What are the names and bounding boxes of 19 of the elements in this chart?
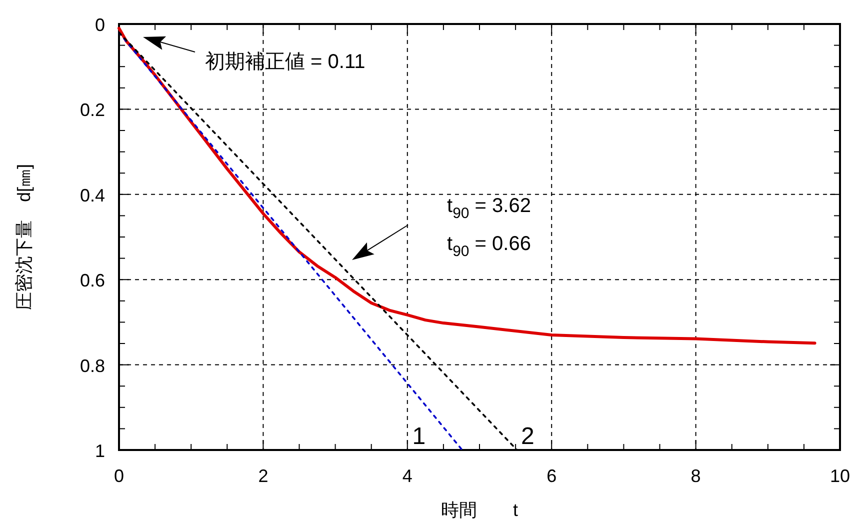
y-tick-label: 0.4 bbox=[80, 185, 105, 206]
x-tick-label: 8 bbox=[690, 466, 701, 486]
x-tick-label: 6 bbox=[546, 466, 557, 486]
annotation: t$_{90}$ = 3.62 bbox=[447, 195, 531, 222]
x-tick-label: 0 bbox=[114, 466, 124, 486]
y-tick-label: 0.8 bbox=[80, 356, 105, 376]
series-label: 1 bbox=[412, 423, 426, 450]
y-axis-title: 圧密沈下量 d[㎜] bbox=[14, 164, 34, 310]
y-tick-label: 0.2 bbox=[80, 100, 105, 120]
y-tick-label: 0 bbox=[94, 15, 105, 35]
y-tick-label: 1 bbox=[94, 441, 105, 461]
annotation: 初期補正値 = 0.11 bbox=[205, 51, 366, 73]
x-axis-title: 時間 t bbox=[440, 500, 518, 520]
x-tick-label: 10 bbox=[830, 466, 850, 486]
x-tick-label: 4 bbox=[402, 466, 412, 486]
y-tick-label: 0.6 bbox=[80, 270, 105, 291]
x-tick-label: 2 bbox=[258, 466, 268, 486]
annotation: t$_{90}$ = 0.66 bbox=[447, 233, 531, 260]
series-label: 2 bbox=[520, 423, 534, 450]
